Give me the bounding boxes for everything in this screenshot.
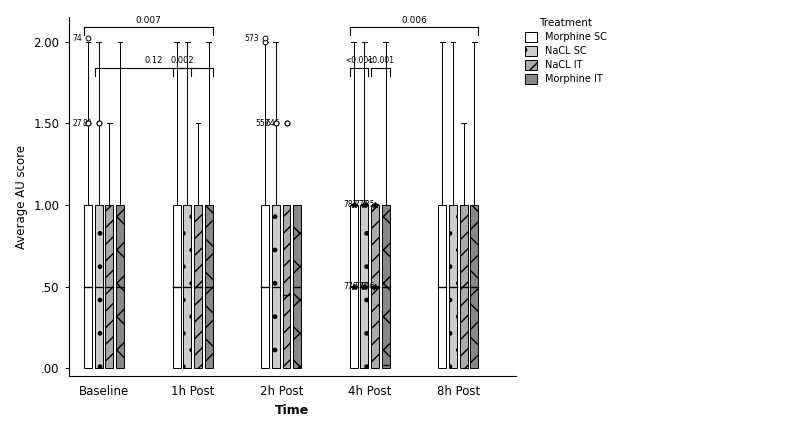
Bar xyxy=(84,205,92,368)
Text: 27: 27 xyxy=(72,119,82,128)
Text: 0.007: 0.007 xyxy=(135,16,161,25)
Bar xyxy=(283,205,291,368)
Bar xyxy=(194,205,202,368)
Bar xyxy=(471,205,479,368)
Bar xyxy=(205,205,212,368)
Text: 557: 557 xyxy=(255,119,270,128)
Bar xyxy=(173,205,181,368)
Bar xyxy=(350,205,358,368)
Text: 806: 806 xyxy=(360,282,375,291)
Text: 0.002: 0.002 xyxy=(170,56,194,65)
Bar xyxy=(116,205,124,368)
Text: 776: 776 xyxy=(354,200,369,210)
Text: 0.12: 0.12 xyxy=(144,56,163,65)
Text: 0.006: 0.006 xyxy=(401,16,427,25)
Y-axis label: Average AU score: Average AU score xyxy=(15,145,28,249)
Bar xyxy=(449,205,457,368)
Bar xyxy=(183,205,191,368)
Bar xyxy=(105,205,113,368)
Text: <0.001: <0.001 xyxy=(345,56,373,65)
Text: 772: 772 xyxy=(354,282,369,291)
Text: 645: 645 xyxy=(266,119,280,128)
Text: <0.001: <0.001 xyxy=(366,56,394,65)
Text: 80: 80 xyxy=(83,119,92,128)
Legend: Morphine SC, NaCL SC, NaCL IT, Morphine IT: Morphine SC, NaCL SC, NaCL IT, Morphine … xyxy=(522,15,609,87)
Text: 573: 573 xyxy=(245,34,259,43)
Bar xyxy=(272,205,280,368)
Bar xyxy=(293,205,301,368)
Text: 785: 785 xyxy=(360,200,375,210)
Bar xyxy=(460,205,467,368)
Bar xyxy=(371,205,379,368)
Text: 770: 770 xyxy=(343,282,358,291)
Bar xyxy=(382,205,390,368)
Text: 74: 74 xyxy=(72,34,82,43)
Bar xyxy=(262,205,269,368)
Bar xyxy=(438,205,446,368)
Text: 782: 782 xyxy=(343,200,358,210)
Bar xyxy=(360,205,369,368)
X-axis label: Time: Time xyxy=(275,404,309,417)
Bar xyxy=(95,205,103,368)
